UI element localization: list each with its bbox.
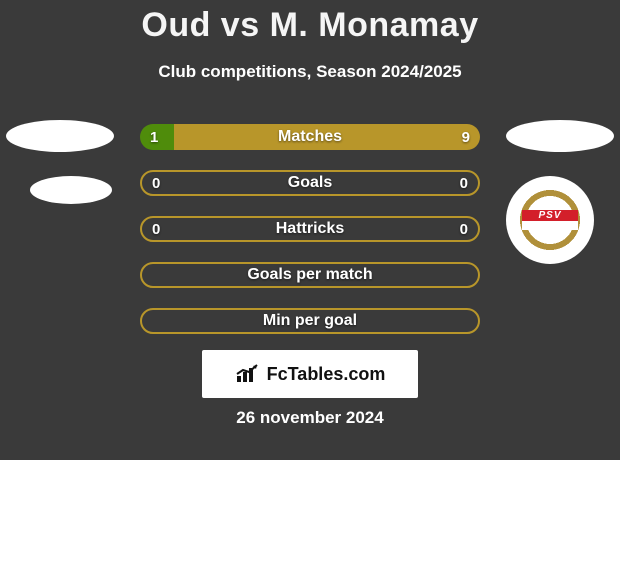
player-left-ellipse-1 — [6, 120, 114, 152]
stat-label: Matches — [140, 124, 480, 150]
date-line: 26 november 2024 — [0, 408, 620, 428]
stat-value-left: 0 — [152, 172, 192, 194]
stat-value-left: 1 — [150, 124, 190, 150]
stat-row: Goals per match — [140, 262, 480, 288]
brand-box[interactable]: FcTables.com — [202, 350, 418, 398]
stat-row: Matches1 9 — [140, 124, 480, 150]
stat-label: Min per goal — [142, 310, 478, 332]
stat-value-right: 0 — [428, 218, 468, 240]
brand-text: FcTables.com — [267, 364, 386, 385]
brand-chart-icon — [235, 364, 261, 384]
stat-row: Hattricks00 — [140, 216, 480, 242]
page-subtitle: Club competitions, Season 2024/2025 — [0, 62, 620, 82]
page-title: Oud vs M. Monamay — [0, 6, 620, 45]
player-left-ellipse-2 — [30, 176, 112, 204]
psv-text: PSV — [538, 210, 561, 221]
stat-value-right: 9 — [430, 124, 470, 150]
infographic-stage: Oud vs M. Monamay Club competitions, Sea… — [0, 0, 620, 580]
stat-row: Goals00 — [140, 170, 480, 196]
stat-label: Goals per match — [142, 264, 478, 286]
player-right-ellipse-1 — [506, 120, 614, 152]
psv-badge: PSV — [500, 176, 600, 264]
stat-value-right: 0 — [428, 172, 468, 194]
stat-value-left: 0 — [152, 218, 192, 240]
stat-row: Min per goal — [140, 308, 480, 334]
